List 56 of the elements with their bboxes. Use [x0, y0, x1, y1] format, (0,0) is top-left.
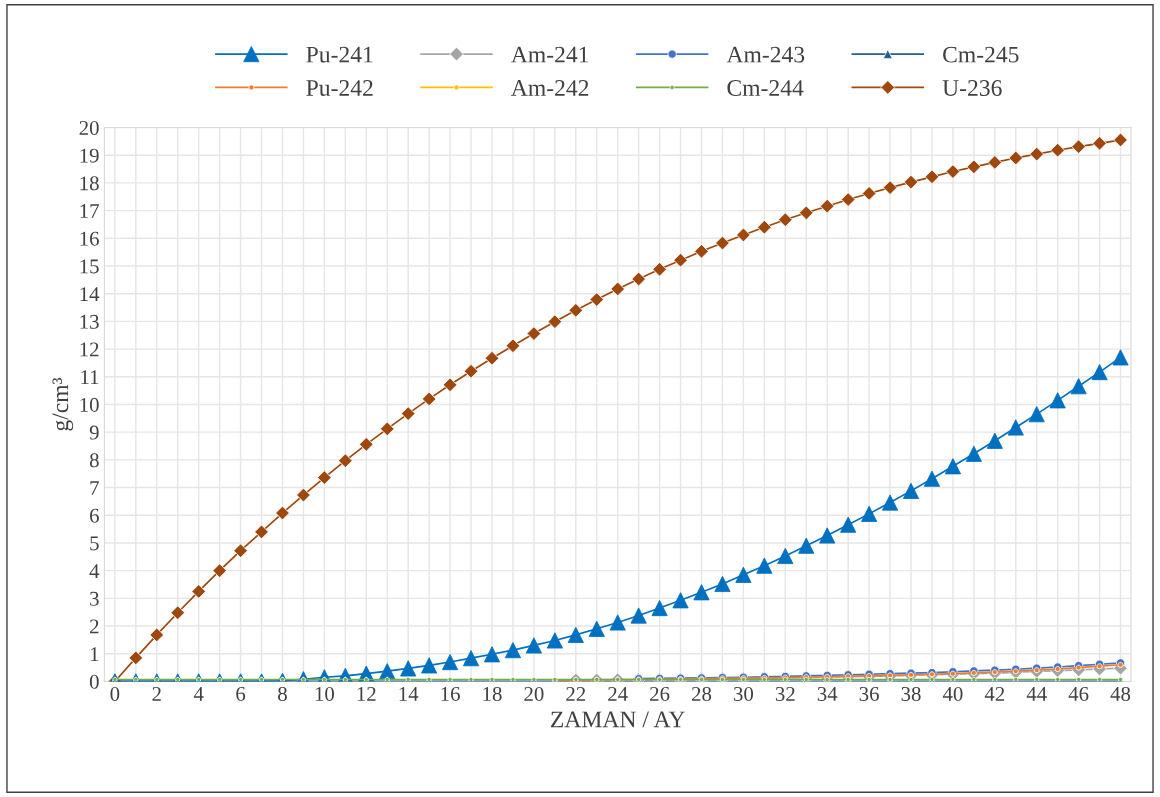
x-tick-label: 16	[441, 686, 460, 701]
y-tick-label: 12	[80, 342, 99, 357]
y-tick-label: 18	[80, 176, 99, 191]
x-tick-label: 30	[733, 686, 754, 701]
x-tick-label: 38	[901, 686, 921, 701]
x-tick-label: 32	[775, 686, 795, 701]
legend-label: Cm-244	[727, 80, 804, 96]
x-tick-label: 8	[278, 686, 287, 701]
y-tick-label: 4	[89, 564, 100, 578]
y-tick-label: 0	[89, 674, 99, 689]
x-tick-label: 0	[110, 686, 120, 701]
x-tick-label: 34	[817, 686, 838, 701]
x-tick-label: 22	[566, 686, 586, 701]
legend-label: Cm-245	[943, 46, 1019, 63]
x-tick-label: 20	[524, 686, 544, 701]
y-tick-label: 7	[90, 481, 99, 495]
x-axis-title: ZAMAN / AY	[551, 711, 685, 728]
x-tick-label: 4	[193, 687, 204, 701]
y-tick-label: 14	[80, 287, 100, 301]
x-tick-label: 46	[1068, 686, 1089, 701]
x-tick-label: 44	[1026, 687, 1047, 701]
x-tick-label: 26	[650, 686, 670, 701]
y-tick-label: 17	[80, 204, 99, 218]
y-tick-label: 9	[89, 425, 99, 440]
legend-label: U-236	[942, 80, 1002, 96]
y-tick-label: 15	[80, 259, 99, 274]
y-tick-label: 8	[89, 453, 99, 468]
x-tick-label: 2	[152, 686, 161, 701]
legend-label: Am-243	[726, 46, 805, 63]
x-tick-label: 10	[315, 686, 335, 701]
y-tick-label: 6	[90, 508, 99, 523]
x-tick-label: 40	[942, 686, 963, 701]
y-tick-label: 19	[80, 148, 99, 163]
y-axis-title: g/cm³	[52, 377, 74, 431]
legend-label: Am-242	[511, 80, 589, 96]
x-tick-label: 48	[1110, 686, 1131, 701]
y-tick-label: 1	[90, 647, 99, 661]
x-tick-label: 28	[692, 686, 712, 701]
y-tick-label: 16	[80, 231, 99, 246]
y-tick-label: 2	[90, 619, 99, 634]
y-tick-label: 5	[90, 536, 99, 551]
y-tick-label: 13	[80, 314, 99, 329]
y-tick-label: 3	[90, 591, 99, 606]
y-tick-label: 10	[80, 397, 99, 412]
x-tick-label: 12	[357, 686, 376, 701]
y-tick-label: 20	[79, 120, 99, 135]
legend-label: Pu-242	[306, 80, 373, 96]
y-tick-label: 11	[81, 370, 99, 385]
x-tick-label: 6	[236, 686, 246, 701]
legend-label: Am-241	[511, 46, 589, 63]
x-tick-label: 24	[608, 686, 628, 701]
x-tick-label: 18	[483, 686, 502, 701]
x-tick-label: 42	[984, 686, 1005, 701]
x-tick-label: 14	[399, 687, 419, 701]
legend-label: Pu-241	[306, 46, 373, 63]
x-tick-label: 36	[859, 686, 879, 701]
